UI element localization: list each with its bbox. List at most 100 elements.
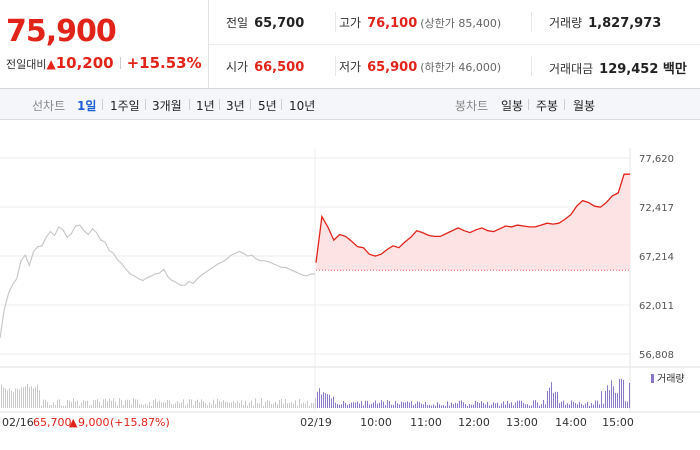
volume-bar: [85, 401, 86, 408]
volume-bar: [453, 404, 454, 408]
volume-bar: [459, 400, 460, 408]
volume-bar: [535, 400, 536, 408]
volume-bar: [609, 390, 610, 408]
volume-bar: [163, 402, 164, 408]
volume-bar: [173, 404, 174, 408]
tab-1y[interactable]: 1년: [196, 99, 215, 113]
volume-bar: [57, 399, 58, 408]
volume-bar: [363, 405, 364, 408]
volume-bar: [153, 400, 154, 408]
upper-limit: (상한가 85,400): [420, 17, 502, 30]
volume-bar: [451, 402, 452, 408]
tab-1d[interactable]: 1일: [77, 99, 97, 113]
y-tick-label: 67,214: [639, 252, 674, 263]
divider: [528, 99, 529, 110]
volume-bar: [125, 400, 126, 408]
tab-1w[interactable]: 1주일: [110, 99, 140, 113]
volume-bar: [353, 402, 354, 408]
prev-day-close: 65,700: [33, 416, 72, 429]
tab-3m[interactable]: 3개월: [152, 99, 182, 113]
volume-bar: [503, 401, 504, 408]
volume-bar: [573, 401, 574, 408]
y-tick-label: 77,620: [639, 154, 674, 165]
volume-bar: [433, 404, 434, 408]
volume-bar: [463, 402, 464, 408]
volume-bar: [253, 405, 254, 408]
volume-bar: [317, 391, 318, 408]
volume-bar: [533, 400, 534, 408]
volume-bar: [287, 403, 288, 408]
volume-bar: [7, 390, 8, 408]
up-arrow-icon: ▲: [69, 416, 78, 429]
lower-limit: (하한가 46,000): [420, 61, 502, 74]
volume-bar: [197, 399, 198, 408]
volume-bar: [221, 401, 222, 408]
divider: [335, 12, 336, 32]
volume-bar: [47, 401, 48, 408]
volume-bar: [541, 404, 542, 408]
volume-bar: [203, 400, 204, 408]
volume-bar: [379, 402, 380, 408]
tab-3y[interactable]: 3년: [226, 99, 245, 113]
volume-bar: [267, 400, 268, 408]
volume-bar: [29, 387, 30, 408]
volume-bar: [103, 399, 104, 408]
tab-weekly[interactable]: 주봉: [536, 99, 559, 113]
volume-bar: [331, 398, 332, 408]
volume-bar: [185, 405, 186, 408]
volume-bar: [283, 403, 284, 408]
x-tick-label: 14:00: [555, 416, 587, 429]
volume-bar: [25, 386, 26, 408]
volume-bar: [313, 403, 314, 408]
volume-bar: [437, 402, 438, 408]
high-price: 고가 76,100 (상한가 85,400): [339, 14, 501, 58]
volume-bar: [355, 402, 356, 408]
volume-bar: [273, 403, 274, 408]
prev-day-change: 9,000: [78, 416, 110, 429]
volume-bar: [289, 403, 290, 408]
volume-bar: [297, 405, 298, 408]
volume-bar: [211, 404, 212, 408]
volume-bar: [343, 400, 344, 408]
tab-monthly[interactable]: 월봉: [573, 99, 596, 113]
volume-bar: [449, 405, 450, 408]
volume-bar: [201, 399, 202, 408]
volume-bar: [603, 403, 604, 408]
current-price: 75,900: [6, 14, 117, 49]
volume-bar: [505, 404, 506, 408]
volume-bar: [319, 388, 320, 408]
trading-value-value: 129,452 백만: [599, 62, 687, 77]
volume-bar: [175, 403, 176, 408]
volume-bar: [335, 402, 336, 408]
volume-bar: [191, 399, 192, 408]
tab-daily[interactable]: 일봉: [501, 99, 524, 113]
volume-bar: [131, 404, 132, 408]
volume-bar: [407, 401, 408, 408]
quote-header: 75,900 전일대비▲10,200 +15.53% 전일 65,700 고가 76,…: [0, 0, 700, 89]
volume-bar: [613, 386, 614, 408]
volume-bar: [625, 401, 626, 408]
volume-bar: [307, 400, 308, 408]
volume-bar: [121, 399, 122, 408]
volume-bar: [629, 382, 630, 408]
volume-bar: [483, 402, 484, 408]
volume-bar: [557, 391, 558, 408]
volume-bar: [225, 402, 226, 408]
tab-5y[interactable]: 5년: [258, 99, 277, 113]
prev-day-line: [0, 224, 315, 339]
volume-bar: [261, 398, 262, 408]
divider: [219, 99, 220, 110]
volume-bar: [595, 400, 596, 408]
volume-bar: [333, 396, 334, 408]
volume-bar: [155, 398, 156, 408]
prev-day-label: 02/16: [2, 416, 34, 429]
volume-bar: [563, 400, 564, 408]
volume-bar: [73, 398, 74, 408]
volume-bar: [589, 405, 590, 408]
volume-bar: [93, 400, 94, 408]
volume-bar: [181, 402, 182, 408]
tab-10y[interactable]: 10년: [289, 99, 316, 113]
grid: [0, 148, 700, 412]
volume-bar: [471, 404, 472, 408]
volume-bar: [81, 402, 82, 408]
